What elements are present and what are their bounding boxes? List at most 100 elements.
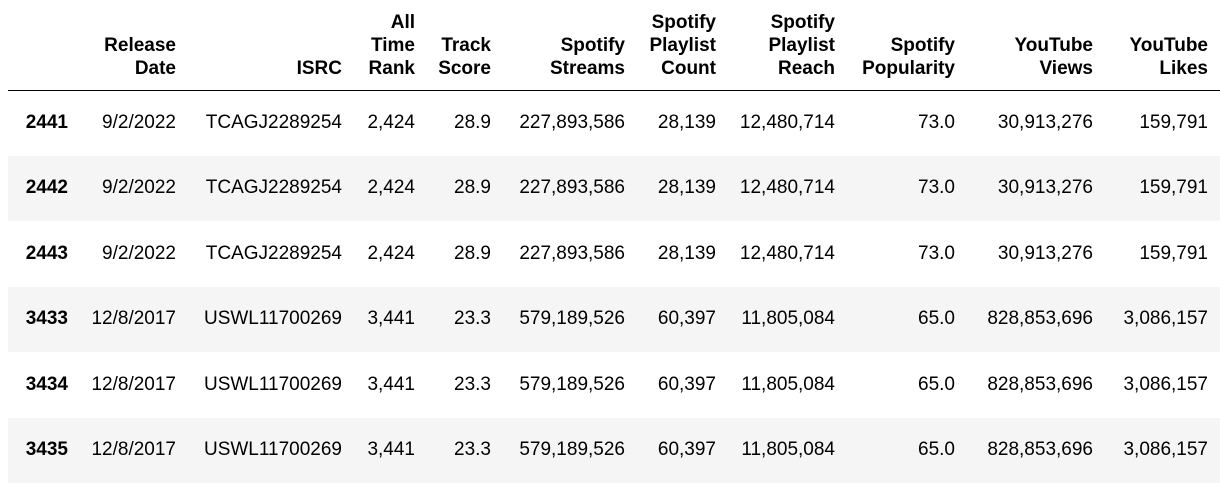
table-cell-track-score: 23.3 [427,418,503,483]
table-cell-spotify-playlist-reach: 12,480,714 [728,156,847,222]
column-header-line: Release [80,34,176,57]
table-cell-spotify-playlist-reach: 11,805,084 [728,352,847,418]
table-cell-all-time-rank: 2,424 [354,156,427,222]
table-cell-youtube-likes: 159,791 [1105,221,1220,287]
column-header-line: Spotify [637,11,716,34]
table-cell-release-date: 9/2/2022 [80,221,188,287]
table-cell-spotify-popularity: 73.0 [847,156,967,222]
table-cell-spotify-playlist-reach: 11,805,084 [728,287,847,353]
column-header-line: Date [80,57,176,80]
table-cell-isrc: TCAGJ2289254 [188,221,354,287]
table-cell-track-score: 28.9 [427,221,503,287]
table-cell-youtube-likes: 3,086,157 [1105,352,1220,418]
table-cell-spotify-playlist-count: 60,397 [637,418,728,483]
column-header-line: YouTube [1105,34,1208,57]
column-header-index [8,0,80,90]
table-cell-isrc: TCAGJ2289254 [188,156,354,222]
column-header-line: ISRC [188,57,342,80]
table-cell-spotify-popularity: 65.0 [847,352,967,418]
table-cell-release-date: 9/2/2022 [80,90,188,156]
table-cell-track-score: 28.9 [427,156,503,222]
table-cell-release-date: 9/2/2022 [80,156,188,222]
table-cell-track-score: 23.3 [427,352,503,418]
column-header-line: Count [637,57,716,80]
table-cell-spotify-playlist-count: 60,397 [637,352,728,418]
table-cell-spotify-popularity: 65.0 [847,287,967,353]
table-cell-isrc: TCAGJ2289254 [188,90,354,156]
table-cell-track-score: 23.3 [427,287,503,353]
table-cell-all-time-rank: 3,441 [354,352,427,418]
column-header-line: Views [967,57,1093,80]
table-cell-spotify-playlist-count: 28,139 [637,156,728,222]
column-header-line: Score [427,57,491,80]
table-cell-spotify-streams: 579,189,526 [503,287,637,353]
column-header-line: Popularity [847,57,955,80]
table-cell-all-time-rank: 2,424 [354,90,427,156]
table-cell-isrc: USWL11700269 [188,287,354,353]
table-cell-youtube-views: 30,913,276 [967,221,1105,287]
column-header-line: YouTube [967,34,1093,57]
table-cell-spotify-streams: 227,893,586 [503,156,637,222]
column-header-line: Spotify [503,34,625,57]
row-index: 3434 [8,352,80,418]
table-cell-all-time-rank: 3,441 [354,287,427,353]
column-header-line: Streams [503,57,625,80]
table-cell-spotify-streams: 227,893,586 [503,90,637,156]
column-header-line: Reach [728,57,835,80]
row-index: 3433 [8,287,80,353]
column-header-line: Track [427,34,491,57]
column-header-line: Time [354,34,415,57]
table-cell-release-date: 12/8/2017 [80,418,188,483]
table-cell-youtube-views: 30,913,276 [967,156,1105,222]
table-cell-youtube-views: 828,853,696 [967,287,1105,353]
table-cell-spotify-playlist-reach: 12,480,714 [728,90,847,156]
table-cell-spotify-playlist-reach: 11,805,084 [728,418,847,483]
column-header-line: Likes [1105,57,1208,80]
column-header-line: All [354,11,415,34]
row-index: 2441 [8,90,80,156]
table-cell-spotify-playlist-count: 60,397 [637,287,728,353]
table-cell-release-date: 12/8/2017 [80,352,188,418]
table-cell-isrc: USWL11700269 [188,352,354,418]
table-cell-spotify-streams: 579,189,526 [503,418,637,483]
table-cell-youtube-views: 828,853,696 [967,352,1105,418]
table-cell-youtube-likes: 159,791 [1105,90,1220,156]
table-cell-spotify-popularity: 73.0 [847,90,967,156]
table-cell-spotify-playlist-reach: 12,480,714 [728,221,847,287]
column-header-line: Spotify [847,34,955,57]
table-cell-youtube-likes: 3,086,157 [1105,287,1220,353]
column-header-line: Playlist [637,34,716,57]
table-cell-spotify-popularity: 73.0 [847,221,967,287]
table-cell-spotify-playlist-count: 28,139 [637,221,728,287]
row-index: 3435 [8,418,80,483]
table-cell-spotify-streams: 227,893,586 [503,221,637,287]
column-header-line: Rank [354,57,415,80]
table-cell-youtube-likes: 159,791 [1105,156,1220,222]
column-header-line: Spotify [728,11,835,34]
table-cell-track-score: 28.9 [427,90,503,156]
table-cell-release-date: 12/8/2017 [80,287,188,353]
table-cell-isrc: USWL11700269 [188,418,354,483]
table-cell-all-time-rank: 2,424 [354,221,427,287]
table-cell-spotify-playlist-count: 28,139 [637,90,728,156]
column-header-line: Playlist [728,34,835,57]
